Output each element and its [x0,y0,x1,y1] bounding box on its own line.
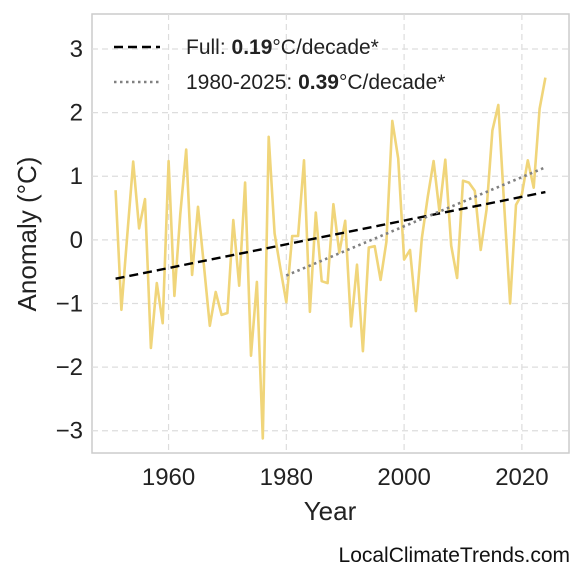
legend: Full: 0.19°C/decade* 1980-2025: 0.39°C/de… [114,36,445,94]
legend-label: 1980-2025: 0.39°C/decade* [186,71,445,94]
x-tick-label: 2000 [377,464,430,491]
x-tick-label: 2020 [495,464,548,491]
y-tick-label: 2 [70,100,83,127]
x-tick-label: 1960 [142,464,195,491]
legend-label: Full: 0.19°C/decade* [186,36,379,59]
series-line-anomaly [114,77,547,440]
credit-text: LocalClimateTrends.com [338,544,570,567]
trend-line-1980-2025 [285,166,546,277]
grid [92,14,569,453]
series-group [114,77,547,440]
x-tick-label: 1980 [260,464,313,491]
trend-line-full [115,190,546,280]
y-tick-label: −3 [56,418,83,445]
y-tick-label: −1 [56,290,83,317]
y-tick-label: 0 [70,227,83,254]
tick-labels: 1960 1980 2000 2020 −3 −2 −1 0 1 2 3 [56,36,549,491]
y-axis-title: Anomaly (°C) [12,157,42,312]
y-tick-label: 3 [70,36,83,63]
y-tick-label: 1 [70,163,83,190]
x-axis-title: Year [304,496,357,526]
y-tick-label: −2 [56,354,83,381]
